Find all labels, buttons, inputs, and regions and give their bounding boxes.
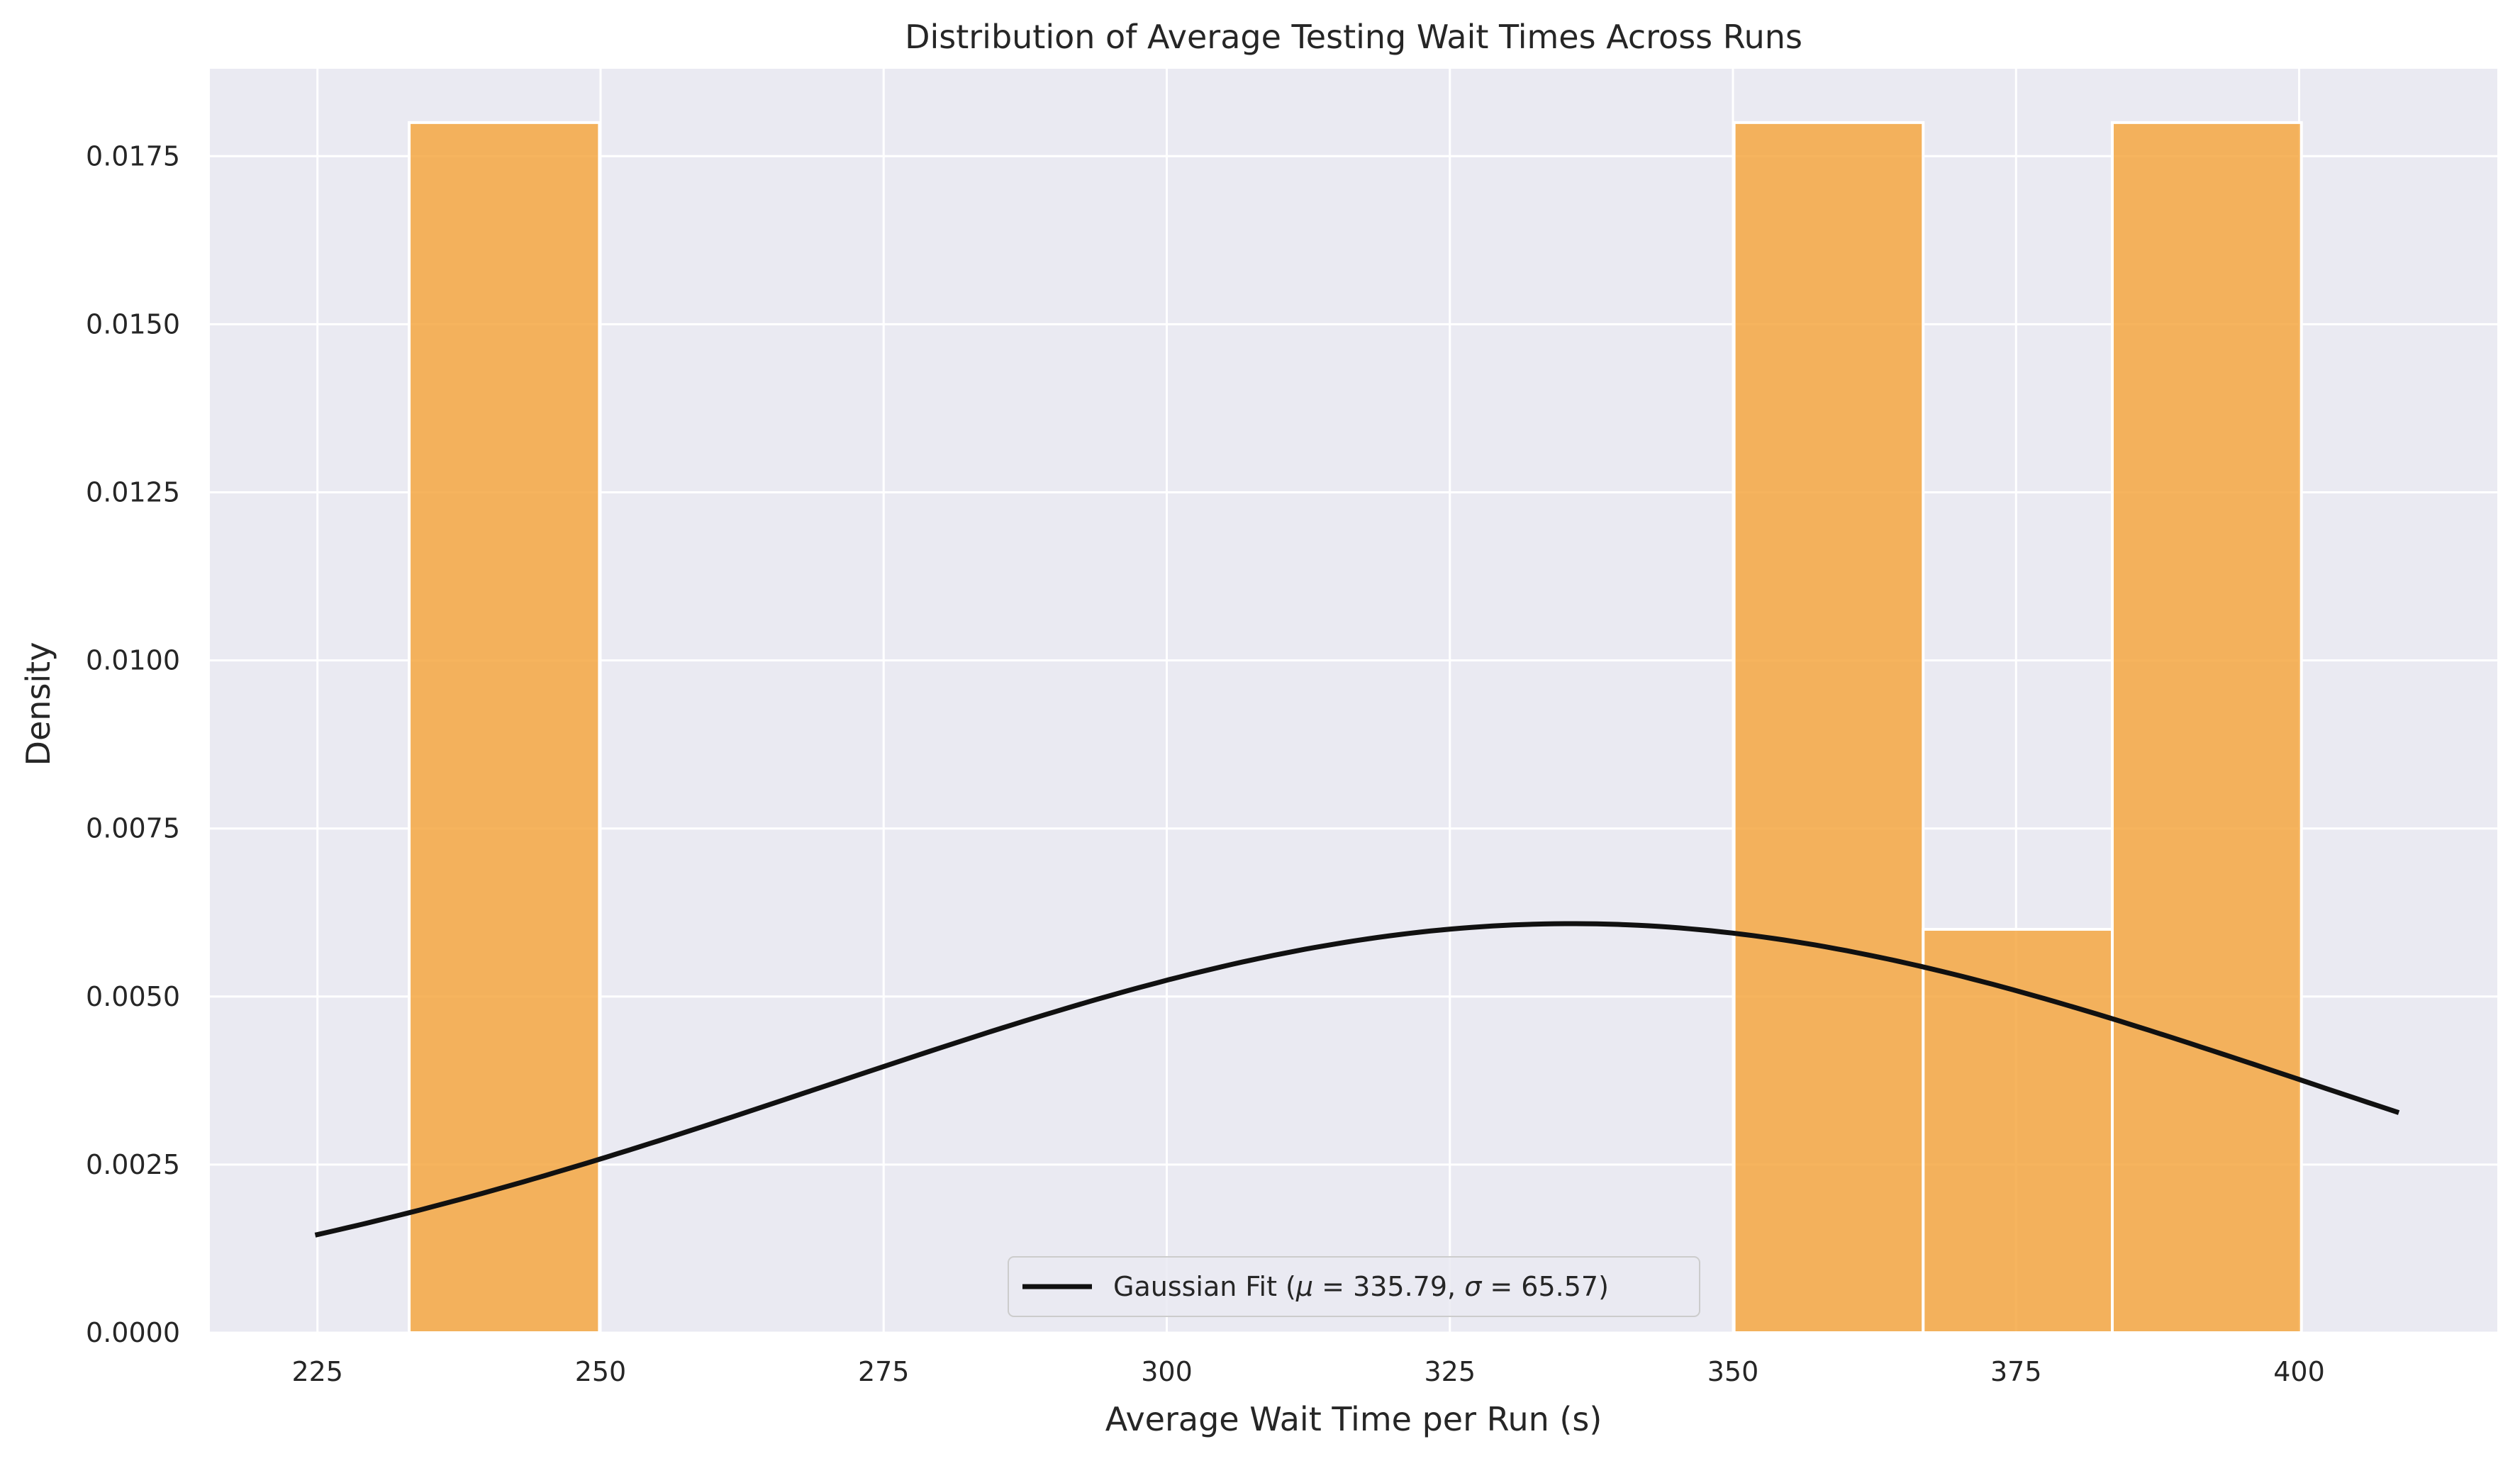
y-tick-label-0.0025: 0.0025 xyxy=(86,1149,180,1180)
legend[interactable]: Gaussian Fit (μ = 335.79, σ = 65.57) xyxy=(1008,1256,1700,1317)
gaussian-fit-layer xyxy=(314,921,2400,1238)
histogram-bar-9 xyxy=(1922,927,2114,1334)
y-tick-label-0.0050: 0.0050 xyxy=(86,981,180,1012)
x-tick-label-400: 400 xyxy=(2273,1356,2325,1387)
y-tick-label-0.0000: 0.0000 xyxy=(86,1317,180,1348)
legend-box xyxy=(1008,1256,1700,1317)
x-tick-label-300: 300 xyxy=(1141,1356,1193,1387)
gaussian-fit-line xyxy=(314,921,2400,1238)
histogram-bars xyxy=(408,121,2303,1335)
histogram-bar-10 xyxy=(2111,121,2303,1335)
y-tick-label-0.0100: 0.0100 xyxy=(86,645,180,676)
x-tick-label-275: 275 xyxy=(858,1356,910,1387)
y-tick-label-0.0075: 0.0075 xyxy=(86,813,180,844)
x-tick-label-375: 375 xyxy=(1990,1356,2042,1387)
y-tick-label-0.0175: 0.0175 xyxy=(86,140,180,172)
x-tick-label-350: 350 xyxy=(1707,1356,1759,1387)
chart-title: Distribution of Average Testing Wait Tim… xyxy=(905,18,1802,56)
x-tick-label-325: 325 xyxy=(1424,1356,1476,1387)
x-axis-label: Average Wait Time per Run (s) xyxy=(1105,1400,1602,1438)
histogram-bar-1 xyxy=(408,121,601,1335)
y-tick-labels: 0.0000 0.0025 0.0050 0.0075 0.0100 0.0125 0.01… xyxy=(86,140,180,1348)
x-tick-labels: 225 250 275 300 325 350 375 400 xyxy=(291,1356,2324,1387)
y-tick-label-0.0125: 0.0125 xyxy=(86,476,180,508)
x-tick-label-250: 250 xyxy=(575,1356,627,1387)
legend-entry-gaussian-fit: Gaussian Fit (μ = 335.79, σ = 65.57) xyxy=(1113,1271,1609,1302)
x-tick-label-225: 225 xyxy=(291,1356,343,1387)
y-tick-label-0.0150: 0.0150 xyxy=(86,308,180,340)
y-axis-label: Density xyxy=(19,642,57,766)
histogram-bar-8 xyxy=(1732,121,1925,1335)
